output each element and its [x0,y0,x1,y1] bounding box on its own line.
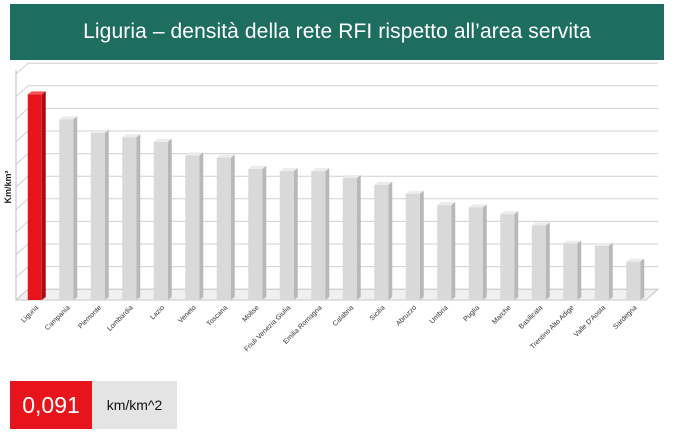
bar-side [640,258,645,300]
bar-top [563,240,582,244]
gridline-side [15,221,29,233]
x-tick-label: Puglia [462,304,481,323]
bar [153,141,168,300]
x-tick-label: Campania [44,304,72,332]
chart-svg: Km/km² Liguria Campania Piemonte Lombardia La… [3,62,660,353]
bar-top [185,152,204,156]
bar-side [325,168,330,300]
bar-top [311,168,330,172]
bar [374,184,389,300]
x-tick-label: Basilicata [518,304,544,330]
x-tick-label: Sardegna [612,304,638,330]
bar-top [626,258,645,262]
bar [27,94,42,300]
page-title: Liguria – densità della rete RFI rispett… [83,20,591,43]
bar-side [41,91,46,300]
density-value-badge: 0,091 [10,381,92,429]
x-tick-label: Liguria [20,304,40,324]
x-tick-label: Valle D'Aosta [573,304,607,338]
bar-side [514,211,519,300]
bar-top [468,204,487,208]
bar-top [342,174,361,178]
bar-top [437,202,456,206]
bar [342,177,357,300]
x-tick-label: Umbria [429,304,450,325]
bar-side [388,181,393,300]
gridline-side [15,266,29,278]
bar-top [27,91,46,95]
bar [594,245,609,300]
bar [185,155,200,300]
bar [122,137,137,300]
x-tick-label: Molise [241,304,260,323]
bar-top [59,116,78,120]
x-tick-label: Toscana [206,304,229,327]
bar [311,171,326,300]
bar-side [608,242,613,300]
x-tick-label: Veneto [177,304,197,324]
bar-top [153,138,172,142]
gridline-side [15,175,29,188]
bar-top [279,168,298,172]
bar [279,171,294,300]
density-unit-label: km/km^2 [92,381,177,429]
bar [90,132,105,300]
bar-top [531,222,550,226]
bar-top [216,154,235,158]
y-axis-label: Km/km² [3,170,13,203]
bar-side [293,168,298,300]
bar-side [73,116,78,300]
density-value: 0,091 [22,391,80,418]
bar-side [577,240,582,300]
chart-floor [14,288,660,301]
bar [626,261,641,300]
bar-side [136,134,141,300]
gridline-side [15,243,29,256]
x-tick-label: Calabria [332,304,355,327]
bar-chart: Km/km² Liguria Campania Piemonte Lombardia La… [0,60,674,380]
gridline-side [15,198,29,210]
bar-side [167,138,172,300]
bar [531,225,546,300]
bar [216,157,231,300]
gridline-side [15,130,29,143]
x-tick-label: Sicilia [369,304,387,322]
bar-side [199,152,204,300]
bar-top [248,165,267,169]
gridline-side [15,108,29,120]
gridline-side [15,153,29,165]
bar-side [482,204,487,300]
bar [437,205,452,300]
bar-side [230,154,235,300]
bar-top [405,190,424,194]
bar-top [90,129,109,133]
bar [248,168,263,300]
bar-side [262,165,267,300]
bar-top [594,242,613,246]
bar-top [122,134,141,138]
density-unit: km/km^2 [106,397,163,413]
x-tick-label: Lazio [149,304,166,321]
bar-top [500,211,519,215]
bar-top [374,181,393,185]
bar [563,243,578,300]
bar [500,214,515,300]
gridline-side [15,62,29,75]
bar [405,193,420,300]
bar-side [545,222,550,300]
gridline-side [15,85,29,97]
x-tick-label: Lombardia [106,304,134,332]
x-tick-label: Piemonte [77,304,103,330]
bar-side [451,202,456,300]
bar-side [356,174,361,300]
bar-side [419,190,424,300]
bar-side [104,129,109,300]
x-tick-label: Abruzzo [395,304,418,327]
bar [468,207,483,300]
x-tick-label: Marche [491,304,513,326]
bar [59,119,74,300]
title-bar: Liguria – densità della rete RFI rispett… [10,4,664,60]
